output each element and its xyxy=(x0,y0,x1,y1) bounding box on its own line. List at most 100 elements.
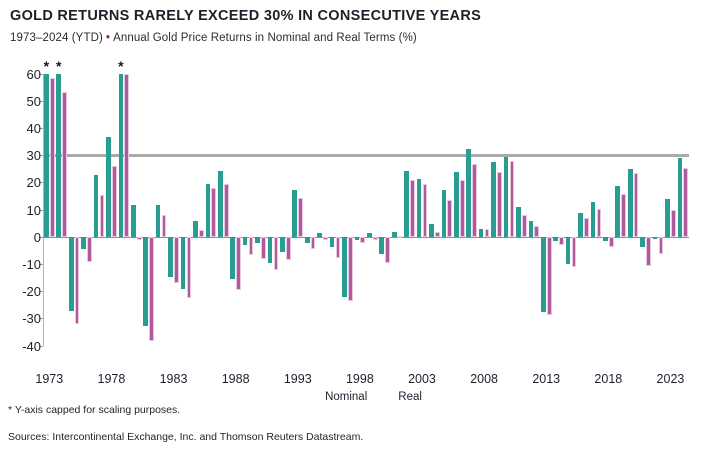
bar-nominal-1997 xyxy=(342,237,347,298)
bar-nominal-1982 xyxy=(155,204,161,238)
chart-subtitle: 1973–2024 (YTD) • Annual Gold Price Return… xyxy=(10,32,417,44)
y-axis-label: -20 xyxy=(22,284,41,300)
bar-real-2010 xyxy=(509,161,515,238)
bar-real-1997 xyxy=(348,237,353,302)
sources-line: Sources: Intercontinental Exchange, Inc.… xyxy=(8,431,364,443)
bar-real-1991 xyxy=(273,237,279,270)
bar-real-2008 xyxy=(484,229,490,238)
bar-real-1988 xyxy=(236,237,241,291)
legend-item-nominal: Nominal xyxy=(310,391,367,403)
y-axis-spine xyxy=(43,74,44,346)
nominal-swatch-icon xyxy=(310,392,320,402)
bar-real-1985 xyxy=(198,230,204,238)
bar-nominal-1976 xyxy=(81,237,86,250)
bar-nominal-1983 xyxy=(168,237,173,277)
bar-nominal-2024 xyxy=(677,158,683,238)
bar-nominal-2017 xyxy=(590,201,596,238)
subtitle-range: 1973–2024 (YTD) xyxy=(10,32,103,44)
bar-nominal-1999 xyxy=(367,233,372,238)
bar-real-2017 xyxy=(596,208,602,238)
subtitle-description: Annual Gold Price Returns in Nominal and… xyxy=(113,32,417,44)
subtitle-bullet-icon: • xyxy=(105,32,111,44)
bar-nominal-1998 xyxy=(354,237,360,240)
y-axis-tick xyxy=(39,318,43,320)
y-axis-tick xyxy=(39,182,43,184)
bar-real-1978 xyxy=(112,166,117,238)
chart-title: GOLD RETURNS RARELY EXCEED 30% IN CONSEC… xyxy=(10,8,482,24)
bar-real-1987 xyxy=(223,184,229,238)
x-axis-label: 1993 xyxy=(283,372,312,386)
bar-nominal-1979 xyxy=(118,74,124,238)
y-axis-tick xyxy=(39,100,43,102)
bar-nominal-2003 xyxy=(416,178,422,238)
reference-line-30pct xyxy=(43,154,689,158)
bar-nominal-1974 xyxy=(56,74,62,238)
y-axis-label: 40 xyxy=(26,120,41,136)
x-axis-label: 2023 xyxy=(656,372,685,386)
bar-nominal-2013 xyxy=(540,237,546,312)
x-axis-label: 1998 xyxy=(345,372,374,386)
y-axis-tick xyxy=(39,127,43,129)
y-axis-label: 50 xyxy=(26,93,41,109)
bar-real-1983 xyxy=(174,237,179,284)
bar-nominal-2000 xyxy=(379,237,385,254)
bar-nominal-2004 xyxy=(429,223,434,238)
bar-nominal-2020 xyxy=(627,169,633,238)
bar-real-1982 xyxy=(161,215,167,238)
y-axis-label: 20 xyxy=(26,175,41,191)
legend-label-real: Real xyxy=(398,391,422,403)
y-axis-tick xyxy=(39,155,43,157)
bar-nominal-2007 xyxy=(466,148,472,238)
bar-nominal-2012 xyxy=(528,220,534,238)
bar-nominal-1977 xyxy=(93,174,99,238)
bar-nominal-2002 xyxy=(404,170,409,238)
x-axis-label: 2013 xyxy=(532,372,561,386)
bar-real-1993 xyxy=(298,197,304,238)
bar-real-2018 xyxy=(608,237,614,247)
legend: Nominal Real xyxy=(43,389,689,405)
bar-nominal-1995 xyxy=(317,233,322,238)
bar-nominal-1991 xyxy=(267,237,273,264)
bar-nominal-1986 xyxy=(205,184,211,238)
bar-real-1990 xyxy=(261,237,266,259)
bar-nominal-1994 xyxy=(304,237,310,243)
bar-nominal-1989 xyxy=(242,237,248,246)
y-axis-label: 60 xyxy=(26,66,41,82)
bar-real-2024 xyxy=(683,167,689,238)
bar-real-2021 xyxy=(646,237,651,266)
plot-area: 60 50 40 30 20 10 0 -10 -20 -30 -40 1973 1978 1983 198… xyxy=(22,59,689,386)
bar-real-1995 xyxy=(323,237,328,240)
bar-nominal-1975 xyxy=(68,237,74,311)
bar-nominal-1978 xyxy=(106,136,111,238)
bar-real-2013 xyxy=(546,237,552,315)
y-axis-tick xyxy=(39,345,43,347)
bar-nominal-2014 xyxy=(553,237,559,242)
bar-nominal-2018 xyxy=(603,237,608,242)
bar-real-2007 xyxy=(472,163,477,238)
bar-real-1986 xyxy=(211,188,217,238)
legend-label-nominal: Nominal xyxy=(325,391,368,403)
x-axis-label: 1973 xyxy=(35,372,64,386)
bar-real-1984 xyxy=(186,237,192,299)
bar-real-1996 xyxy=(335,237,341,258)
y-axis-tick xyxy=(39,236,43,238)
zero-baseline xyxy=(43,237,689,239)
bar-real-1981 xyxy=(149,237,154,341)
bar-real-1992 xyxy=(285,237,291,261)
bar-nominal-2008 xyxy=(478,229,484,238)
bar-real-1980 xyxy=(136,237,142,240)
y-axis-label: 10 xyxy=(26,202,41,218)
real-swatch-icon xyxy=(383,392,393,402)
bar-real-2023 xyxy=(671,210,676,238)
capped-asterisk-1979: * xyxy=(118,58,124,74)
x-axis-label: 2008 xyxy=(470,372,498,386)
bar-real-2000 xyxy=(385,237,390,264)
capped-asterisk-1973: * xyxy=(43,58,50,74)
x-axis-label: 2018 xyxy=(594,372,623,386)
bar-nominal-1985 xyxy=(193,220,198,238)
bar-real-2022 xyxy=(658,237,664,254)
y-axis-tick xyxy=(39,73,43,75)
bar-real-2009 xyxy=(497,171,502,238)
bar-real-2012 xyxy=(534,226,540,238)
cap-footnote: * Y-axis capped for scaling purposes. xyxy=(8,404,181,416)
